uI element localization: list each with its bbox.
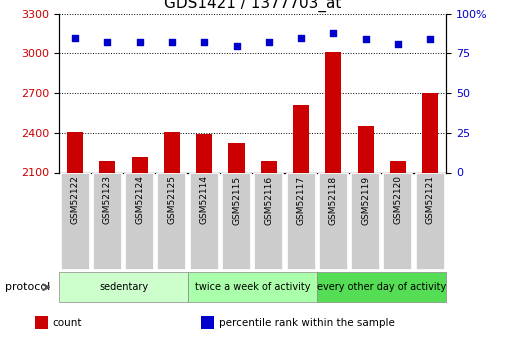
Point (232, 43, 241, 48)
FancyBboxPatch shape (319, 174, 348, 270)
FancyBboxPatch shape (287, 174, 315, 270)
FancyBboxPatch shape (416, 174, 445, 270)
Bar (132, 157, 148, 172)
FancyBboxPatch shape (351, 174, 380, 270)
Text: protocol: protocol (5, 282, 50, 292)
Bar (422, 93, 438, 172)
Point (265, 40, 273, 45)
Text: GSM52122: GSM52122 (71, 176, 80, 224)
FancyBboxPatch shape (125, 174, 154, 270)
Point (329, 30, 338, 36)
Text: percentile rank within the sample: percentile rank within the sample (219, 318, 394, 327)
Bar (196, 134, 212, 172)
Text: GSM52115: GSM52115 (232, 176, 241, 225)
Text: GSM52121: GSM52121 (426, 176, 435, 225)
Text: GSM52119: GSM52119 (361, 176, 370, 225)
Text: GSM52117: GSM52117 (297, 176, 306, 225)
Point (426, 37, 435, 42)
Point (103, 40, 111, 45)
Text: GSM52123: GSM52123 (103, 176, 112, 225)
Text: every other day of activity: every other day of activity (317, 282, 446, 292)
Text: sedentary: sedentary (99, 282, 148, 292)
Point (168, 40, 176, 45)
FancyBboxPatch shape (157, 174, 187, 270)
Bar (325, 52, 342, 172)
FancyBboxPatch shape (383, 174, 412, 270)
Bar (390, 161, 406, 172)
FancyBboxPatch shape (93, 174, 122, 270)
Text: count: count (52, 318, 82, 327)
Title: GDS1421 / 1377703_at: GDS1421 / 1377703_at (164, 0, 341, 12)
FancyBboxPatch shape (190, 174, 219, 270)
Text: GSM52124: GSM52124 (135, 176, 144, 224)
FancyBboxPatch shape (254, 174, 283, 270)
Point (71, 35, 79, 40)
FancyBboxPatch shape (188, 273, 317, 302)
Bar (67, 131, 83, 172)
FancyBboxPatch shape (59, 273, 188, 302)
Text: twice a week of activity: twice a week of activity (195, 282, 310, 292)
FancyBboxPatch shape (317, 273, 446, 302)
Point (200, 40, 208, 45)
Point (362, 37, 370, 42)
Bar (228, 144, 245, 172)
Text: GSM52114: GSM52114 (200, 176, 209, 225)
Bar (100, 161, 115, 172)
Text: GSM52120: GSM52120 (393, 176, 402, 225)
FancyBboxPatch shape (61, 174, 90, 270)
Bar (201, 316, 214, 329)
Bar (35, 316, 48, 329)
Bar (293, 105, 309, 172)
FancyBboxPatch shape (222, 174, 251, 270)
Bar (358, 126, 373, 172)
Text: GSM52125: GSM52125 (167, 176, 176, 225)
Point (394, 41, 402, 47)
Bar (164, 131, 180, 172)
Point (297, 35, 305, 40)
Point (135, 40, 144, 45)
Bar (261, 161, 277, 172)
Text: GSM52118: GSM52118 (329, 176, 338, 225)
Text: GSM52116: GSM52116 (264, 176, 273, 225)
